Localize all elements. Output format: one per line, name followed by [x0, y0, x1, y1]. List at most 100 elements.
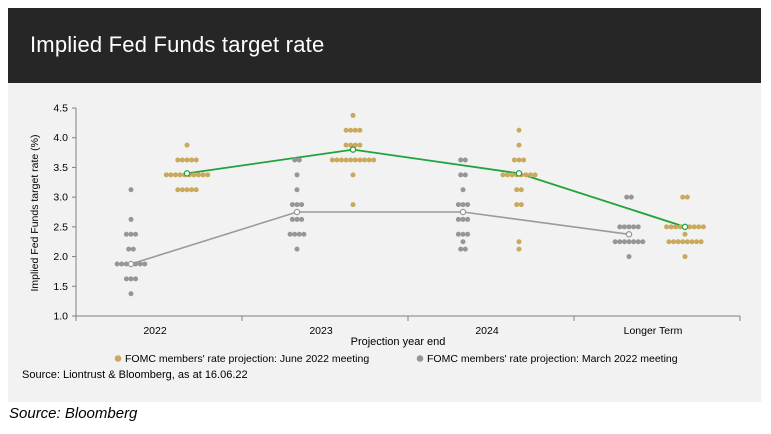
june-projection-dot [348, 157, 354, 163]
x-tick-label: 2024 [475, 325, 499, 337]
chart-title: Implied Fed Funds target rate [30, 32, 325, 57]
march-projection-dot [133, 261, 139, 267]
march-projection-dot [123, 261, 129, 267]
march-median-marker [127, 260, 135, 268]
march-projection-dot [455, 216, 461, 222]
march-projection-dot [128, 291, 134, 297]
june-projection-dot [505, 172, 510, 178]
june-projection-dot [179, 157, 185, 163]
march-projection-dot [635, 239, 641, 245]
march-projection-dot [635, 224, 641, 230]
june-projection-dot [684, 194, 690, 200]
march-projection-dot [299, 216, 305, 222]
legend-swatch [114, 355, 122, 362]
june-projection-dot [700, 224, 706, 230]
y-tick-label: 2.0 [53, 251, 68, 263]
june-median-line [186, 148, 686, 228]
march-projection-dot [292, 157, 298, 163]
march-projection-dot [294, 246, 300, 252]
march-projection-dot [640, 239, 646, 245]
june-projection-dot [366, 157, 372, 163]
march-projection-dot [294, 172, 300, 178]
june-projection-dot [500, 172, 506, 178]
legend: FOMC members' rate projection: June 2022… [114, 353, 678, 365]
march-projection-dot [114, 261, 120, 267]
x-tick-label: Longer Term [624, 325, 683, 337]
march-projection-dot [631, 239, 637, 245]
march-projection-dot [628, 194, 634, 200]
march-projection-dot [133, 231, 139, 237]
june-projection-dot [673, 224, 679, 230]
june-projection-dot [532, 172, 538, 178]
march-projection-dot [128, 231, 134, 237]
june-projection-dot [362, 157, 367, 163]
march-projection-dot [128, 216, 134, 222]
june-projection-dot [682, 254, 688, 260]
june-projection-dot [684, 239, 690, 245]
y-tick-label: 1.0 [53, 311, 68, 323]
y-tick-label: 3.5 [53, 162, 68, 174]
june-projection-dot [696, 224, 702, 230]
june-projection-dot [689, 239, 695, 245]
march-projection-dot [142, 261, 148, 267]
y-axis-label: Implied Fed Funds target rate (%) [29, 135, 41, 292]
june-projection-dot [516, 239, 522, 245]
march-projection-dot [301, 231, 307, 237]
march-projection-dot [128, 276, 134, 282]
june-projection-dot [668, 224, 674, 230]
march-projection-dot [460, 202, 466, 208]
x-tick-label: 2022 [143, 325, 167, 337]
june-projection-dot [339, 157, 344, 163]
march-projection-dot [294, 216, 300, 222]
june-projection-dot [516, 246, 522, 252]
june-projection-dot [189, 187, 195, 193]
june-projection-dot [694, 239, 699, 245]
march-projection-dot [621, 239, 627, 245]
march-projection-dot [460, 216, 466, 222]
march-projection-dot [626, 254, 632, 260]
june-projection-dot [184, 187, 190, 193]
march-median-marker [459, 208, 467, 216]
june-projection-dot [511, 157, 517, 163]
june-projection-dot [175, 187, 181, 193]
june-projection-dot [516, 127, 522, 133]
june-projection-dot [675, 239, 681, 245]
june-projection-dot [352, 142, 358, 148]
y-tick-label: 2.5 [53, 221, 68, 233]
source-note: Source: Liontrust & Bloomberg, as at 16.… [22, 369, 248, 381]
june-projection-dot [350, 112, 356, 118]
june-projection-dot [348, 142, 354, 148]
source-caption: Source: Bloomberg [9, 405, 138, 422]
june-projection-dot [680, 239, 686, 245]
march-projection-dot [287, 231, 293, 237]
june-projection-dot [677, 224, 683, 230]
march-projection-dot [299, 202, 305, 208]
june-projection-dot [518, 202, 524, 208]
june-projection-dot [193, 157, 199, 163]
march-projection-dot [455, 202, 461, 208]
march-median-line [130, 211, 630, 265]
june-projection-dot [350, 202, 356, 208]
june-projection-dot [516, 142, 522, 148]
march-projection-dot [458, 157, 464, 163]
dot-plot-chart: 1.0 1.5 2.0 2.5 3.0 3.5 4.0 4.5 2022 2023 2024 Long… [29, 103, 741, 365]
y-tick-label: 1.5 [53, 281, 68, 293]
june-projection-dot [680, 194, 686, 200]
march-projection-dot [460, 187, 466, 193]
march-projection-dot [617, 224, 623, 230]
june-projection-dot [343, 127, 349, 133]
june-projection-dot [518, 187, 524, 193]
march-projection-dot [465, 202, 471, 208]
march-projection-dot [624, 194, 630, 200]
june-projection-dot [348, 127, 354, 133]
legend-label: FOMC members' rate projection: March 202… [427, 353, 678, 365]
june-projection-dot [334, 157, 340, 163]
march-projection-dot [462, 157, 468, 163]
march-projection-dot [462, 172, 468, 178]
march-projection-dot [465, 216, 471, 222]
march-projection-dot [119, 261, 125, 267]
june-projection-dot [343, 157, 349, 163]
june-projection-dot [175, 157, 181, 163]
march-projection-dot [123, 276, 129, 282]
june-median-marker [681, 223, 689, 231]
